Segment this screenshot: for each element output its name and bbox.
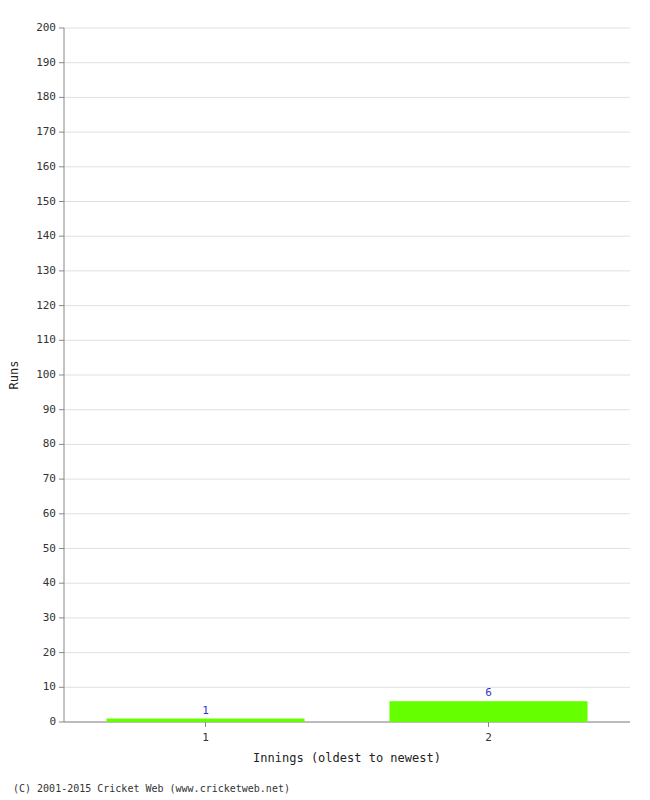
bars <box>106 701 587 722</box>
y-tick-label: 50 <box>43 542 56 555</box>
y-tick <box>59 28 64 29</box>
y-tick <box>59 166 64 167</box>
grid-line <box>64 201 630 202</box>
y-axis-line <box>64 28 65 722</box>
y-tick-label: 140 <box>36 229 56 242</box>
y-tick-label: 180 <box>36 90 56 103</box>
y-tick-label: 200 <box>36 21 56 34</box>
y-tick-label: 170 <box>36 125 56 138</box>
y-tick <box>59 340 64 341</box>
y-tick <box>59 409 64 410</box>
grid-line <box>64 409 630 410</box>
y-tick <box>59 270 64 271</box>
grid-line <box>64 28 630 29</box>
y-tick-label: 60 <box>43 507 56 520</box>
grid <box>64 28 630 722</box>
y-tick-label: 120 <box>36 299 56 312</box>
y-tick-label: 160 <box>36 160 56 173</box>
grid-line <box>64 340 630 341</box>
y-tick <box>59 305 64 306</box>
grid-line <box>64 132 630 133</box>
y-tick <box>59 236 64 237</box>
y-tick <box>59 375 64 376</box>
y-tick-label: 10 <box>43 680 56 693</box>
y-tick <box>59 687 64 688</box>
grid-line <box>64 479 630 480</box>
x-axis-label: Innings (oldest to newest) <box>253 751 441 765</box>
x-tick <box>488 722 489 727</box>
data-label: 6 <box>485 686 492 699</box>
data-label: 1 <box>202 704 209 717</box>
y-axis-label: Runs <box>7 361 21 390</box>
y-tick <box>59 201 64 202</box>
grid-line <box>64 513 630 514</box>
y-tick <box>59 97 64 98</box>
y-tick-label: 0 <box>49 715 56 728</box>
x-tick-label: 1 <box>202 731 209 744</box>
y-tick-label: 110 <box>36 333 56 346</box>
y-tick <box>59 548 64 549</box>
y-tick <box>59 62 64 63</box>
y-tick <box>59 513 64 514</box>
grid-line <box>64 652 630 653</box>
grid-line <box>64 97 630 98</box>
y-tick-label: 70 <box>43 472 56 485</box>
axes: 0 10 20 30 40 50 60 70 80 90 100 110 120 130 140 150 160… <box>36 21 630 744</box>
bar <box>389 701 587 722</box>
y-tick-label: 190 <box>36 56 56 69</box>
data-labels: 16 <box>202 686 492 716</box>
y-tick-label: 80 <box>43 437 56 450</box>
grid-line <box>64 236 630 237</box>
y-tick <box>59 479 64 480</box>
y-tick-label: 150 <box>36 195 56 208</box>
grid-line <box>64 375 630 376</box>
y-tick <box>59 583 64 584</box>
y-tick-label: 130 <box>36 264 56 277</box>
grid-line <box>64 617 630 618</box>
y-tick-label: 90 <box>43 403 56 416</box>
grid-line <box>64 166 630 167</box>
y-tick <box>59 652 64 653</box>
y-tick-label: 40 <box>43 576 56 589</box>
y-tick-label: 20 <box>43 646 56 659</box>
grid-line <box>64 305 630 306</box>
y-tick-label: 100 <box>36 368 56 381</box>
grid-line <box>64 62 630 63</box>
grid-line <box>64 444 630 445</box>
chart-svg: 0 10 20 30 40 50 60 70 80 90 100 110 120 130 140 150 160… <box>0 0 650 800</box>
y-tick <box>59 132 64 133</box>
bar <box>106 719 304 722</box>
chart-container: 0 10 20 30 40 50 60 70 80 90 100 110 120 130 140 150 160… <box>0 0 650 800</box>
footer: (C) 2001-2015 Cricket Web (www.cricketwe… <box>13 783 290 794</box>
grid-line <box>64 687 630 688</box>
x-tick-label: 2 <box>485 731 492 744</box>
y-tick-label: 30 <box>43 611 56 624</box>
y-tick <box>59 722 64 723</box>
y-tick <box>59 617 64 618</box>
grid-line <box>64 583 630 584</box>
x-tick <box>205 722 206 727</box>
background <box>0 0 650 800</box>
y-tick <box>59 444 64 445</box>
grid-line <box>64 270 630 271</box>
grid-line <box>64 548 630 549</box>
